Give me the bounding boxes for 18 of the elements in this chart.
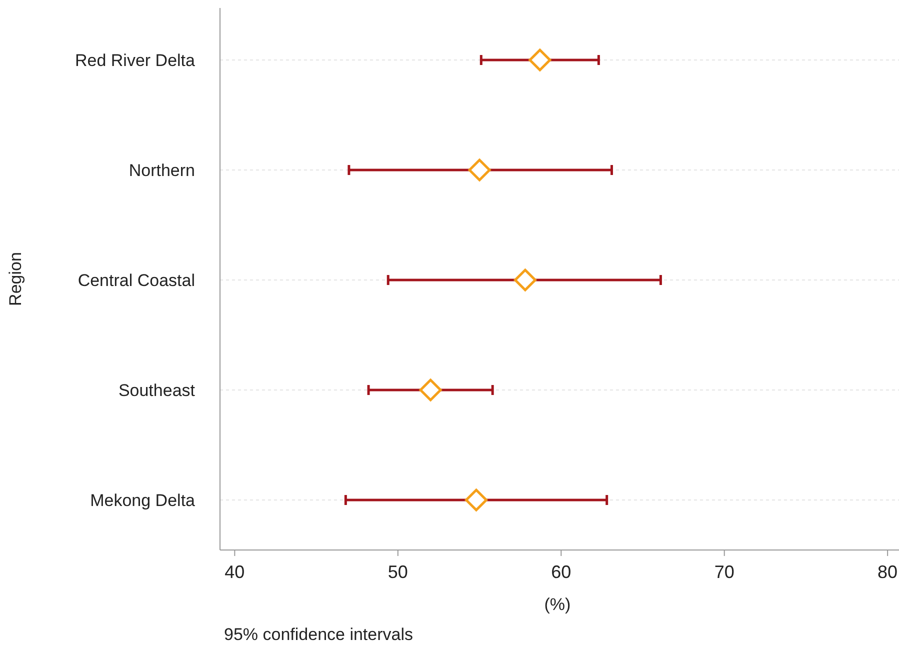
point (514, 268, 536, 292)
x-tick-label: 70 (714, 562, 734, 582)
y-tick-label: Mekong Delta (90, 491, 196, 510)
x-tick-label: 40 (224, 562, 245, 582)
y-axis-title: Region (6, 252, 25, 306)
point (528, 48, 552, 72)
point (468, 158, 491, 182)
x-tick-label: 50 (388, 562, 408, 582)
x-axis-title: (%) (544, 595, 571, 614)
y-tick-label: Northern (128, 161, 195, 180)
x-tick-label: 60 (551, 562, 572, 582)
y-tick-label: Red River Delta (75, 51, 196, 70)
text: 95% confidence intervals (224, 625, 414, 644)
point (419, 378, 442, 402)
y-tick-label: Southeast (118, 381, 196, 400)
x-tick-label: 80 (878, 562, 898, 582)
point (464, 488, 488, 512)
y-tick-label: Central Coastal (78, 271, 195, 290)
